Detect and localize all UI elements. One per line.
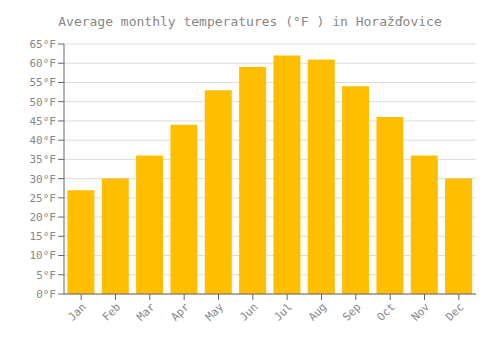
svg-text:Apr: Apr: [169, 300, 193, 324]
svg-text:Jan: Jan: [66, 300, 89, 323]
svg-text:25°F: 25°F: [30, 192, 57, 205]
svg-text:35°F: 35°F: [30, 153, 57, 166]
svg-text:20°F: 20°F: [30, 211, 57, 224]
svg-text:65°F: 65°F: [30, 38, 57, 51]
svg-text:0°F: 0°F: [36, 288, 56, 301]
svg-text:10°F: 10°F: [30, 249, 57, 262]
svg-text:15°F: 15°F: [30, 230, 57, 243]
svg-text:55°F: 55°F: [30, 76, 57, 89]
svg-text:May: May: [203, 300, 227, 324]
svg-text:Feb: Feb: [100, 300, 123, 323]
html-text:Average monthly temperatures (: Average monthly temperatures (°F ) in Ho…: [58, 14, 442, 29]
svg-text:Nov: Nov: [409, 300, 433, 324]
svg-text:5°F: 5°F: [36, 269, 56, 282]
svg-text:Oct: Oct: [375, 300, 398, 323]
svg-text:60°F: 60°F: [30, 57, 57, 70]
svg-text:30°F: 30°F: [30, 173, 57, 186]
svg-text:Mar: Mar: [134, 300, 158, 324]
svg-text:45°F: 45°F: [30, 115, 57, 128]
svg-text:Jul: Jul: [272, 300, 295, 323]
svg-text:Dec: Dec: [443, 300, 466, 323]
svg-text:Aug: Aug: [306, 300, 329, 323]
svg-text:40°F: 40°F: [30, 134, 57, 147]
svg-text:Jun: Jun: [237, 300, 260, 323]
svg-text:50°F: 50°F: [30, 96, 57, 109]
svg-text:Sep: Sep: [340, 300, 363, 323]
